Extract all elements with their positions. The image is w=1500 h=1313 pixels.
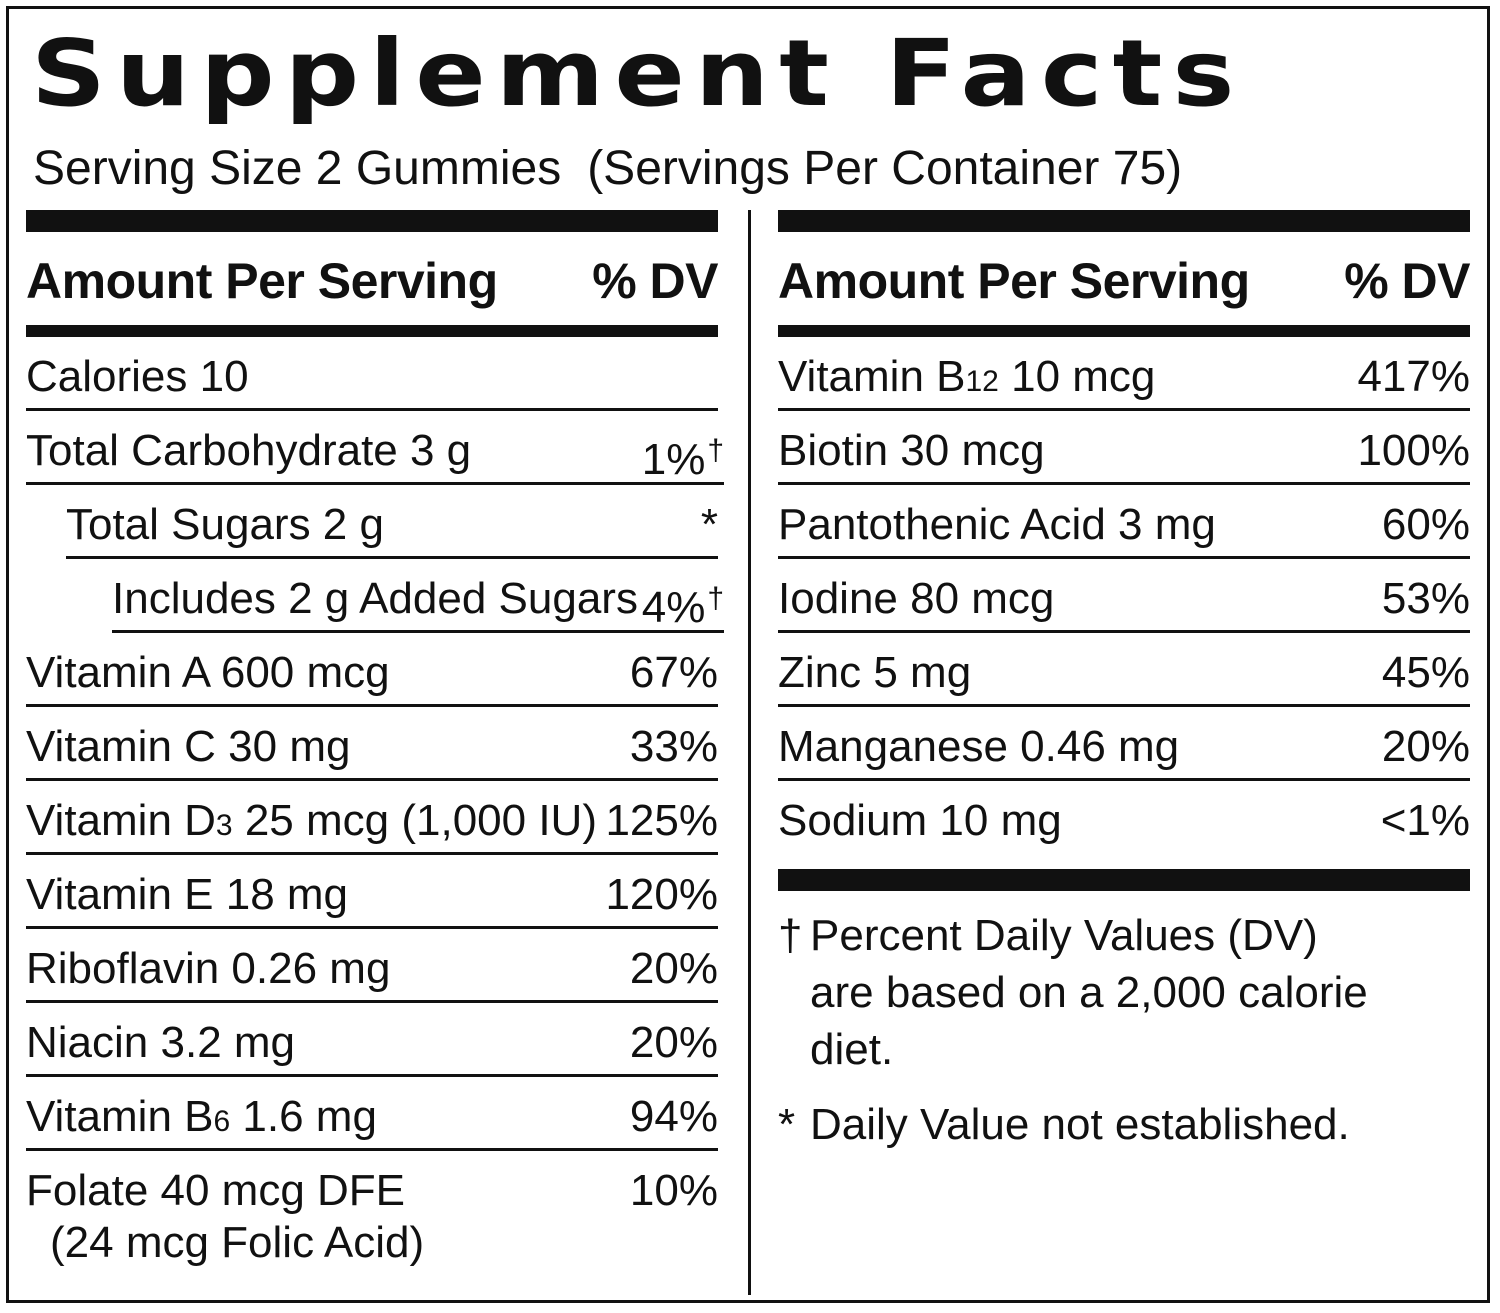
nutrient-name: Vitamin B: [778, 352, 966, 401]
nutrient-name: Pantothenic Acid 3 mg: [778, 500, 1216, 549]
dagger-mark: †: [707, 434, 724, 467]
nutrient-dv: 20%: [1381, 722, 1470, 771]
nutrient-name: Vitamin E 18 mg: [26, 870, 349, 919]
medium-rule: [778, 325, 1470, 337]
nutrient-row: Zinc 5 mg 45%: [778, 633, 1470, 707]
nutrient-dv-wrap: 4%†: [642, 573, 724, 634]
footnote-text: Daily Value not established.: [810, 1100, 1350, 1149]
footnote-symbol: *: [778, 1100, 796, 1149]
nutrient-row: Vitamin C 30 mg 33%: [26, 707, 718, 781]
footnotes: † Percent Daily Values (DV) are based on…: [778, 907, 1470, 1153]
nutrient-row: Vitamin D3 25 mcg (1,000 IU) 125%: [26, 781, 718, 855]
nutrient-dv: 417%: [1357, 352, 1470, 401]
nutrient-name: Biotin 30 mcg: [778, 426, 1045, 475]
nutrient-subscript: 12: [965, 365, 999, 398]
nutrient-subscript: 3: [215, 809, 233, 842]
nutrient-name: Calories 10: [26, 352, 249, 401]
nutrient-dv: 125%: [605, 796, 718, 845]
servings-per-container: (Servings Per Container 75): [587, 142, 1183, 195]
nutrient-name: Includes 2 g Added Sugars: [112, 574, 638, 623]
nutrient-name: Vitamin A 600 mcg: [26, 648, 390, 697]
nutrient-row: Vitamin B12 10 mcg 417%: [778, 337, 1470, 411]
thick-rule: [778, 210, 1470, 232]
nutrient-row: Vitamin B6 1.6 mg 94%: [26, 1077, 718, 1151]
nutrient-dv: 45%: [1381, 648, 1470, 697]
nutrient-row: Iodine 80 mcg 53%: [778, 559, 1470, 633]
nutrient-name: Niacin 3.2 mg: [26, 1018, 296, 1067]
nutrient-dv: 120%: [605, 870, 718, 919]
nutrient-name-line2: (24 mcg Folic Acid): [50, 1218, 425, 1267]
right-column: Amount Per Serving % DV Vitamin B12 10 m…: [778, 210, 1470, 1171]
nutrient-name: Vitamin C 30 mg: [26, 722, 351, 771]
column-header: Amount Per Serving % DV: [778, 232, 1470, 325]
nutrient-name: Total Carbohydrate 3 g: [26, 426, 472, 475]
thick-rule-bottom: [778, 869, 1470, 891]
nutrient-dv: 53%: [1381, 574, 1470, 623]
dagger-mark: †: [707, 582, 724, 615]
nutrient-name-wrap: Vitamin B12 10 mcg: [778, 351, 1155, 408]
nutrient-row: Riboflavin 0.26 mg 20%: [26, 929, 718, 1003]
nutrient-name: Vitamin D: [26, 796, 216, 845]
nutrient-name: Zinc 5 mg: [778, 648, 972, 697]
nutrient-name-rest: 1.6 mg: [230, 1092, 377, 1141]
dv-header: % DV: [1344, 252, 1470, 309]
column-header: Amount Per Serving % DV: [26, 232, 718, 325]
nutrient-dv: 10%: [629, 1166, 718, 1215]
nutrient-dv: 20%: [629, 944, 718, 993]
nutrient-dv: *: [700, 500, 718, 549]
nutrient-dv: 1%: [641, 435, 706, 484]
nutrient-row: Pantothenic Acid 3 mg 60%: [778, 485, 1470, 559]
thick-rule: [26, 210, 718, 232]
nutrient-dv: <1%: [1380, 796, 1470, 845]
nutrient-name-wrap: Vitamin D3 25 mcg (1,000 IU): [26, 795, 597, 852]
serving-size: Serving Size 2 Gummies: [33, 142, 562, 195]
panel-title: Supplement Facts: [31, 20, 1245, 127]
left-column: Amount Per Serving % DV Calories 10 Tota…: [26, 210, 724, 1291]
nutrient-dv-wrap: 1%†: [642, 425, 724, 486]
footnote-asterisk: * Daily Value not established.: [778, 1096, 1470, 1153]
amount-header: Amount Per Serving: [26, 252, 498, 309]
nutrient-row: Niacin 3.2 mg 20%: [26, 1003, 718, 1077]
nutrient-dv: 33%: [629, 722, 718, 771]
nutrient-row: Manganese 0.46 mg 20%: [778, 707, 1470, 781]
nutrient-row: Vitamin E 18 mg 120%: [26, 855, 718, 929]
nutrient-dv: 60%: [1381, 500, 1470, 549]
nutrient-name: Manganese 0.46 mg: [778, 722, 1180, 771]
footnote-dagger: † Percent Daily Values (DV) are based on…: [778, 907, 1470, 1078]
nutrient-dv: 100%: [1357, 426, 1470, 475]
nutrient-name-rest: 10 mcg: [998, 352, 1156, 401]
dv-header: % DV: [592, 252, 718, 309]
nutrient-name: Riboflavin 0.26 mg: [26, 944, 391, 993]
nutrient-dv: 94%: [629, 1092, 718, 1141]
nutrient-name-wrap: Vitamin B6 1.6 mg: [26, 1091, 377, 1148]
serving-info: Serving Size 2 Gummies (Servings Per Cont…: [33, 140, 1182, 198]
nutrient-row: Total Sugars 2 g *: [66, 485, 718, 559]
medium-rule: [26, 325, 718, 337]
nutrient-name-rest: 25 mcg (1,000 IU): [232, 796, 597, 845]
nutrient-row: Calories 10: [26, 337, 718, 411]
nutrient-row: Folate 40 mcg DFE (24 mcg Folic Acid) 10%: [26, 1151, 718, 1291]
nutrient-row: Includes 2 g Added Sugars 4%†: [112, 559, 724, 633]
nutrient-name: Vitamin B: [26, 1092, 214, 1141]
nutrient-row: Biotin 30 mcg 100%: [778, 411, 1470, 485]
nutrient-dv: 20%: [629, 1018, 718, 1067]
nutrient-row: Sodium 10 mg <1%: [778, 781, 1470, 855]
nutrient-dv: 67%: [629, 648, 718, 697]
footnote-text: Percent Daily Values (DV) are based on a…: [810, 911, 1368, 1074]
nutrient-name: Sodium 10 mg: [778, 796, 1062, 845]
nutrient-row: Total Carbohydrate 3 g 1%†: [26, 411, 724, 485]
nutrient-name-wrap: Folate 40 mcg DFE (24 mcg Folic Acid): [26, 1165, 424, 1269]
amount-header: Amount Per Serving: [778, 252, 1250, 309]
footnote-symbol: †: [778, 911, 803, 960]
nutrient-name: Folate 40 mcg DFE: [26, 1166, 406, 1215]
column-divider: [748, 210, 751, 1295]
nutrient-dv: 4%: [641, 583, 706, 632]
nutrient-subscript: 6: [213, 1105, 231, 1138]
nutrient-name: Iodine 80 mcg: [778, 574, 1055, 623]
nutrient-name: Total Sugars 2 g: [66, 500, 384, 549]
nutrient-row: Vitamin A 600 mcg 67%: [26, 633, 718, 707]
